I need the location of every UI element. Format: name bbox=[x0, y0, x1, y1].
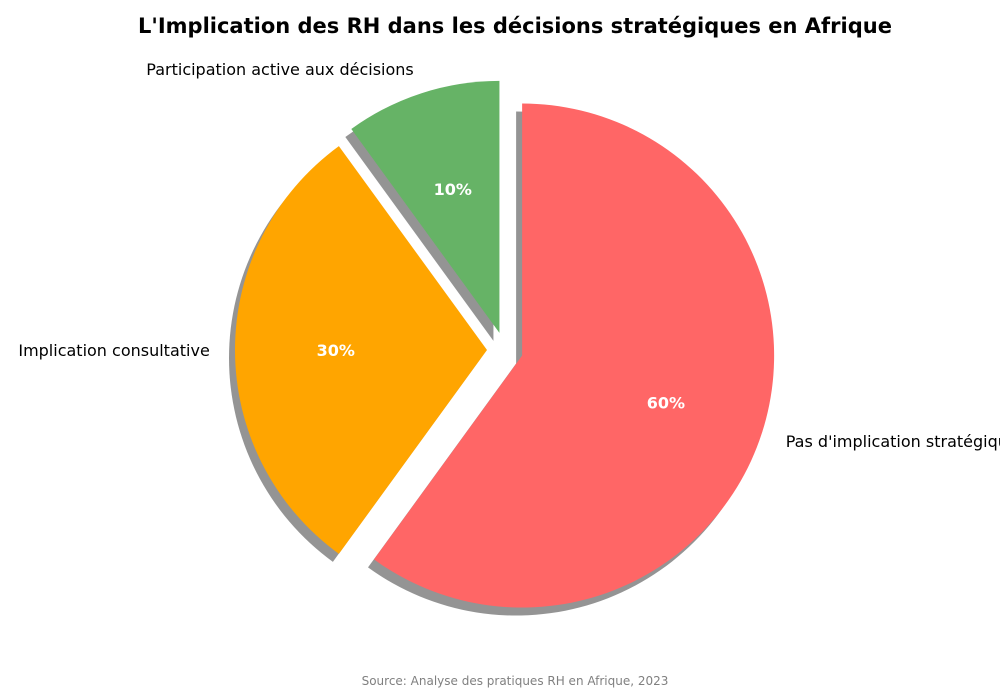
slices bbox=[234, 80, 775, 608]
category-labels: Pas d'implication stratégique Implication… bbox=[18, 60, 1000, 451]
category-label-pas-d-implication-strategique: Pas d'implication stratégique bbox=[786, 432, 1000, 451]
percent-label-participation-active-aux-decisions: 10% bbox=[434, 180, 472, 199]
slice-pas-d-implication-strategique bbox=[373, 103, 775, 608]
slice-participation-active-aux-decisions bbox=[351, 80, 500, 333]
category-label-participation-active-aux-decisions: Participation active aux décisions bbox=[146, 60, 413, 79]
chart-title: L'Implication des RH dans les décisions … bbox=[138, 14, 892, 38]
percent-label-implication-consultative: 30% bbox=[317, 341, 355, 360]
percent-label-pas-d-implication-strategique: 60% bbox=[647, 393, 685, 412]
source-note: Source: Analyse des pratiques RH en Afri… bbox=[362, 674, 669, 688]
slice-implication-consultative bbox=[234, 146, 487, 554]
percent-labels: 60% 30% 10% bbox=[317, 180, 685, 412]
category-label-implication-consultative: Implication consultative bbox=[18, 341, 209, 360]
